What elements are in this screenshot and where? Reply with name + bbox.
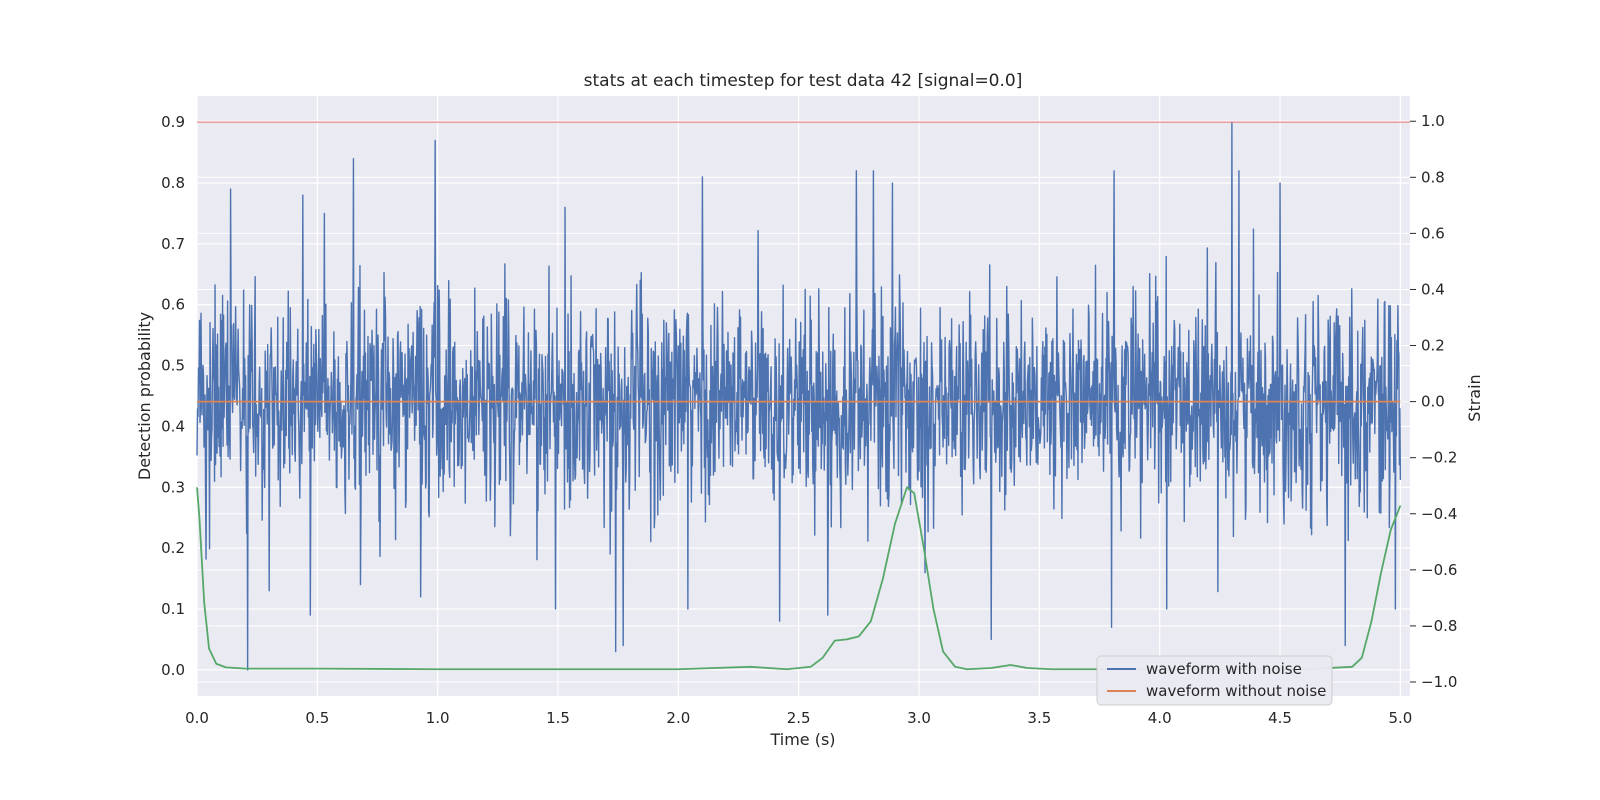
y-axis-title: Detection probability — [135, 312, 154, 480]
y-tick-label: 0.9 — [161, 113, 185, 131]
y2-tick-label: 0.2 — [1421, 337, 1445, 355]
legend-label-noisy: waveform with noise — [1146, 660, 1302, 678]
y2-tick-label: 0.0 — [1421, 393, 1445, 411]
y-tick-label: 0.7 — [161, 235, 185, 253]
chart-title: stats at each timestep for test data 42 … — [584, 71, 1023, 91]
x-tick-label: 2.5 — [787, 709, 811, 727]
series-line-0 — [196, 121, 1402, 671]
y-tick-label: 0.6 — [161, 296, 185, 314]
legend-label-clean: waveform without noise — [1146, 682, 1326, 700]
legend-box — [1096, 655, 1333, 706]
y2-axis-title: Strain — [1465, 374, 1484, 421]
x-tick-label: 4.0 — [1148, 709, 1172, 727]
y2-tick-label: −0.8 — [1421, 617, 1457, 635]
tick-layer: 0.0 0.5 1.0 1.5 2.0 2.5 3.0 3.5 4.0 4.5 5.0 0.0 0.1 0… — [161, 112, 1457, 727]
y2-tick-label: 0.8 — [1421, 168, 1445, 186]
y2-tick-label: 0.6 — [1421, 224, 1445, 242]
legend: waveform with noise waveform without noi… — [1096, 655, 1333, 706]
x-tick-label: 1.5 — [546, 709, 570, 727]
y2-tick-label: −1.0 — [1421, 673, 1457, 691]
x-tick-label: 3.5 — [1027, 709, 1051, 727]
y-tick-label: 0.8 — [161, 174, 185, 192]
x-tick-label: 4.5 — [1268, 709, 1292, 727]
y2-tick-label: −0.6 — [1421, 561, 1457, 579]
y-tick-label: 0.3 — [161, 478, 185, 496]
y2-tick-label: −0.4 — [1421, 505, 1457, 523]
y-tick-label: 0.1 — [161, 600, 185, 618]
y-tick-label: 0.0 — [161, 661, 185, 679]
y-tick-label: 0.5 — [161, 357, 185, 375]
x-axis-title: Time (s) — [769, 730, 835, 749]
y2-tick-label: 0.4 — [1421, 280, 1445, 298]
y-tick-label: 0.4 — [161, 417, 185, 435]
x-tick-label: 5.0 — [1388, 709, 1412, 727]
y-tick-label: 0.2 — [161, 539, 185, 557]
x-tick-label: 3.0 — [907, 709, 931, 727]
y2-tick-label: −0.2 — [1421, 449, 1457, 467]
x-tick-label: 1.0 — [426, 709, 450, 727]
x-tick-label: 2.0 — [666, 709, 690, 727]
x-tick-label: 0.0 — [185, 709, 209, 727]
x-tick-label: 0.5 — [305, 709, 329, 727]
y2-tick-label: 1.0 — [1421, 112, 1445, 130]
